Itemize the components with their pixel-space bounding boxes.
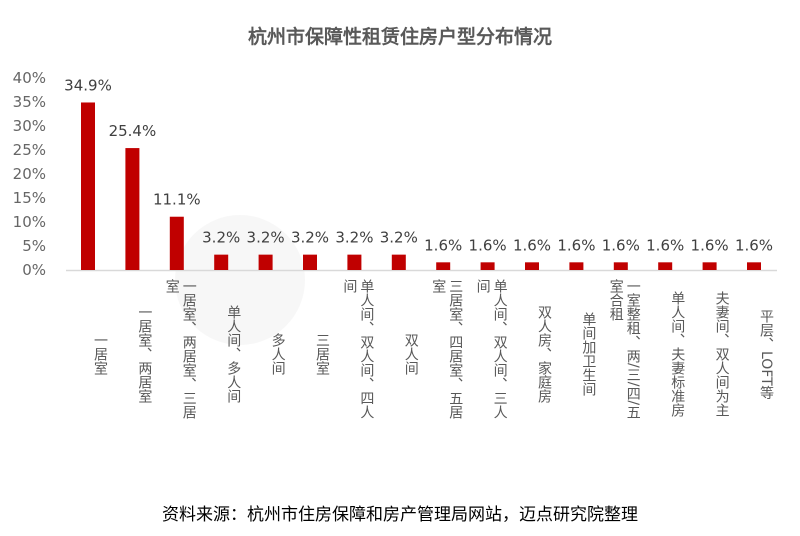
y-tick-label: 15% [13, 189, 46, 207]
data-label: 11.1% [153, 191, 201, 209]
bar [658, 262, 673, 270]
data-label: 1.6% [646, 236, 684, 254]
x-tick-label: 一居室、两居室、三居室 [163, 279, 197, 419]
data-label: 1.6% [513, 236, 551, 254]
data-label: 1.6% [557, 236, 595, 254]
y-tick-label: 10% [13, 213, 46, 231]
data-label: 1.6% [469, 236, 507, 254]
bar [569, 262, 584, 270]
source-note: 资料来源：杭州市住房保障和房产管理局网站，迈点研究院整理 [162, 505, 638, 525]
bar [436, 262, 451, 270]
y-tick-label: 40% [13, 69, 46, 87]
x-tick-label: 单间加卫生间 [580, 312, 597, 396]
y-tick-label: 25% [13, 141, 46, 159]
bar [81, 102, 95, 270]
watermark-logo [175, 215, 305, 345]
x-tick-label: 多人间 [269, 333, 286, 375]
bar [303, 254, 317, 270]
data-label: 1.6% [424, 236, 462, 254]
bar [525, 262, 539, 270]
data-label: 34.9% [64, 76, 112, 94]
data-label: 3.2% [202, 229, 240, 247]
bar [347, 254, 362, 270]
x-tick-label: 平层、LOFT等 [758, 308, 774, 400]
data-label: 3.2% [291, 229, 329, 247]
data-label: 1.6% [735, 236, 773, 254]
y-tick-label: 20% [13, 165, 46, 183]
data-label: 3.2% [380, 229, 418, 247]
chart-title: 杭州市保障性租赁住房户型分布情况 [247, 26, 552, 48]
bar [702, 262, 717, 270]
bar [214, 254, 229, 270]
x-tick-label: 单人间、双人间、三人间 [474, 279, 508, 419]
data-label: 3.2% [335, 229, 373, 247]
y-tick-label: 5% [22, 237, 46, 255]
bar [480, 262, 495, 270]
x-tick-label: 一居室 [92, 333, 108, 375]
bar [747, 262, 761, 270]
y-tick-label: 30% [13, 117, 46, 135]
bar [125, 148, 140, 270]
bar [613, 262, 628, 270]
x-tick-label: 双人房、家庭房 [536, 305, 552, 403]
x-tick-label: 一居室、两居室 [136, 305, 153, 403]
bar [169, 216, 184, 270]
x-tick-label: 三居室 [314, 333, 330, 375]
data-label: 3.2% [247, 229, 285, 247]
x-tick-label: 单人间、双人间、四人间 [341, 279, 375, 419]
data-label: 1.6% [602, 236, 640, 254]
x-tick-label: 单人间、夫妻标准房 [669, 291, 686, 417]
data-label: 25.4% [109, 122, 157, 140]
y-tick-label: 35% [13, 93, 46, 111]
bar [391, 254, 406, 270]
x-tick-label: 三居室、四居室、五居室 [430, 279, 464, 419]
y-tick-label: 0% [22, 261, 46, 279]
data-label: 1.6% [691, 236, 729, 254]
bar [258, 254, 273, 270]
x-tick-label: 夫妻间、双人间为主 [713, 291, 730, 417]
x-tick-label: 单人间、多人间 [225, 305, 242, 403]
x-tick-label: 一室整租、两/三/四/五室合租 [607, 279, 641, 420]
x-tick-label: 双人间 [402, 333, 419, 375]
